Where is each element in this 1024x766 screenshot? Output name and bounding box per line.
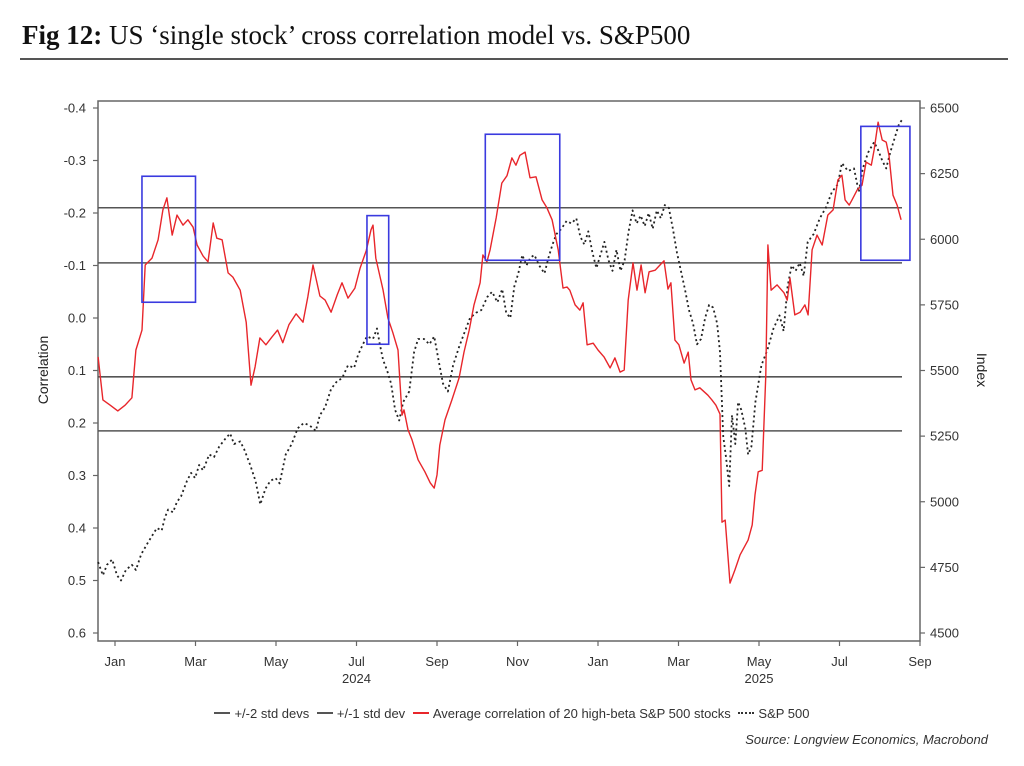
x-year-label: 2025 (745, 671, 774, 686)
legend-swatch (412, 712, 429, 714)
legend-label: Average correlation of 20 high-beta S&P … (432, 705, 731, 721)
x-year-label: 2024 (342, 671, 371, 686)
left-tick-label: -0.2 (64, 206, 86, 221)
legend-item-correlation: Average correlation of 20 high-beta S&P … (412, 705, 731, 721)
correlation-line (97, 121, 902, 584)
title-divider (20, 58, 1008, 60)
left-tick-label: 0.3 (68, 468, 86, 483)
right-axis-title: Index (974, 353, 990, 387)
source-note: Source: Longview Economics, Macrobond (745, 732, 988, 747)
legend-label: +/-2 std devs (234, 705, 310, 721)
left-tick-label: 0.0 (68, 311, 86, 326)
left-tick-label: 0.1 (68, 363, 86, 378)
x-tick-label: May (747, 654, 772, 669)
left-tick-label: -0.3 (64, 153, 86, 168)
x-tick-label: Mar (184, 654, 207, 669)
figure-label: Fig 12: (22, 20, 103, 50)
legend-item-1std: +/-1 std dev (316, 705, 406, 721)
x-tick-label: Sep (908, 654, 931, 669)
x-tick-label: Nov (506, 654, 530, 669)
highlight-box (484, 133, 561, 262)
right-tick-label: 6000 (930, 232, 959, 247)
left-tick-label: 0.6 (68, 626, 86, 641)
left-tick-label: 0.2 (68, 416, 86, 431)
x-tick-label: Jan (105, 654, 126, 669)
figure-title-text: US ‘single stock’ cross correlation mode… (109, 20, 691, 50)
x-tick-label: May (264, 654, 289, 669)
right-tick-label: 5250 (930, 429, 959, 444)
left-tick-label: 0.4 (68, 521, 86, 536)
legend-label: S&P 500 (758, 705, 810, 721)
right-tick-label: 5500 (930, 363, 959, 378)
plot-frame (97, 100, 921, 642)
left-axis-title: Correlation (35, 336, 51, 404)
legend-item-2std: +/-2 std devs (214, 706, 309, 721)
legend: +/-2 std devs +/-1 std dev Average corre… (0, 702, 1024, 721)
x-tick-label: Sep (425, 654, 448, 669)
right-tick-label: 4500 (930, 626, 959, 641)
right-tick-label: 4750 (930, 560, 959, 575)
plot-area (97, 100, 921, 642)
x-tick-label: Jan (588, 654, 609, 669)
highlight-box (860, 125, 911, 262)
series-layer (97, 117, 904, 584)
sp500-line (97, 117, 904, 582)
legend-label: +/-1 std dev (336, 705, 406, 721)
left-tick-label: 0.5 (68, 573, 86, 588)
highlight-boxes (141, 125, 911, 346)
right-tick-label: 6500 (930, 101, 959, 116)
right-tick-label: 5750 (930, 297, 959, 312)
legend-swatch (738, 712, 755, 714)
figure-title: Fig 12: US ‘single stock’ cross correlat… (22, 20, 690, 51)
highlight-box (141, 175, 197, 304)
threshold-lines (98, 206, 902, 432)
right-tick-label: 5000 (930, 494, 959, 509)
axes: -0.4 -0.3 -0.2 -0.1 0.0 0.1 0.2 0.3 0.4 0.5 0.6 650… (35, 101, 990, 687)
right-tick-label: 6250 (930, 166, 959, 181)
legend-item-sp500: S&P 500 (738, 705, 810, 721)
legend-swatch (214, 712, 231, 714)
legend-swatch (316, 712, 333, 714)
x-tick-label: Mar (667, 654, 690, 669)
x-tick-label: Jul (831, 654, 848, 669)
left-tick-label: -0.4 (64, 101, 86, 116)
x-tick-label: Jul (348, 654, 365, 669)
highlight-box (366, 214, 390, 346)
left-tick-label: -0.1 (64, 258, 86, 273)
